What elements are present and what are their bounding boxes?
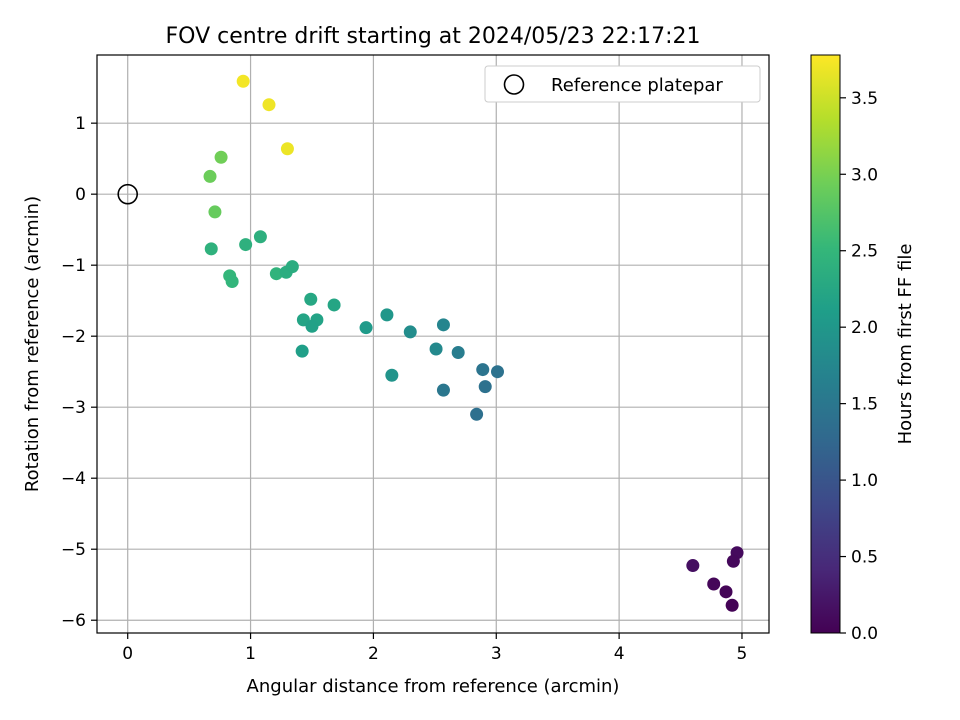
y-tick-label: 1 — [75, 114, 86, 134]
chart-title: FOV centre drift starting at 2024/05/23 … — [166, 24, 701, 49]
data-point — [385, 368, 399, 382]
colorbar-tick-label: 3.0 — [851, 165, 878, 185]
colorbar-tick-label: 2.0 — [851, 318, 878, 338]
x-tick-label: 3 — [491, 644, 502, 664]
colorbar-tick-label: 0.0 — [851, 624, 878, 644]
data-point — [490, 365, 504, 379]
colorbar-tick-label: 2.5 — [851, 242, 878, 262]
plot-frame — [96, 54, 770, 634]
colorbar-tick-label: 3.5 — [851, 89, 878, 109]
x-tick-label: 5 — [737, 644, 748, 664]
data-point — [214, 150, 228, 164]
data-point — [253, 230, 267, 244]
y-tick-label: −4 — [61, 469, 86, 489]
grid-lines — [97, 55, 769, 633]
data-point — [725, 598, 739, 612]
x-tick-label: 1 — [245, 644, 256, 664]
colorbar — [810, 54, 841, 634]
data-point — [285, 260, 299, 274]
data-point — [451, 346, 465, 360]
data-point — [304, 292, 318, 306]
data-point — [470, 407, 484, 421]
legend-reference-marker — [503, 74, 525, 95]
legend-box — [484, 65, 761, 103]
x-tick-label: 0 — [122, 644, 133, 664]
x-tick-label: 2 — [368, 644, 379, 664]
data-point — [269, 267, 283, 281]
legend-entry-reference: Reference platepar — [551, 75, 723, 96]
colorbar-ticks: 0.0 0.5 1.0 1.5 2.0 2.5 3.0 3.5 — [840, 89, 878, 644]
colorbar-tick-label: 1.5 — [851, 395, 878, 415]
data-point — [225, 275, 239, 289]
data-point — [478, 380, 492, 394]
data-point — [436, 383, 450, 397]
data-point — [262, 98, 276, 112]
data-point — [707, 577, 721, 591]
data-point — [236, 74, 250, 88]
data-point — [239, 238, 253, 252]
data-point — [436, 318, 450, 332]
colorbar-tick-label: 1.0 — [851, 471, 878, 491]
legend: Reference platepar — [484, 65, 761, 103]
data-point — [359, 321, 373, 335]
data-point — [719, 585, 733, 599]
y-axis-label: Rotation from reference (arcmin) — [22, 196, 43, 492]
data-point — [429, 342, 443, 356]
y-tick-label: −2 — [61, 327, 86, 347]
data-point — [380, 308, 394, 322]
data-point — [305, 319, 319, 333]
data-point — [208, 205, 222, 219]
y-tick-label: −3 — [61, 398, 86, 418]
data-point — [204, 242, 218, 256]
data-points — [203, 74, 744, 612]
data-point — [403, 325, 417, 339]
colorbar-tick-label: 0.5 — [851, 548, 878, 568]
y-axis-ticks: −6 −5 −4 −3 −2 −1 0 1 — [61, 114, 97, 631]
data-point — [726, 554, 740, 568]
data-point — [327, 298, 341, 312]
y-tick-label: −1 — [61, 256, 86, 276]
y-tick-label: −6 — [61, 611, 86, 631]
data-point — [295, 344, 309, 358]
colorbar-label: Hours from first FF file — [895, 244, 916, 445]
x-axis-label: Angular distance from reference (arcmin) — [247, 676, 620, 697]
data-point — [280, 142, 294, 156]
data-point — [203, 169, 217, 183]
y-tick-label: −5 — [61, 540, 86, 560]
y-tick-label: 0 — [75, 185, 86, 205]
reference-platepar-marker — [117, 183, 139, 205]
x-tick-label: 4 — [614, 644, 625, 664]
x-axis-ticks: 0 1 2 3 4 5 — [122, 633, 747, 664]
data-point — [476, 363, 490, 377]
data-point — [686, 559, 700, 573]
